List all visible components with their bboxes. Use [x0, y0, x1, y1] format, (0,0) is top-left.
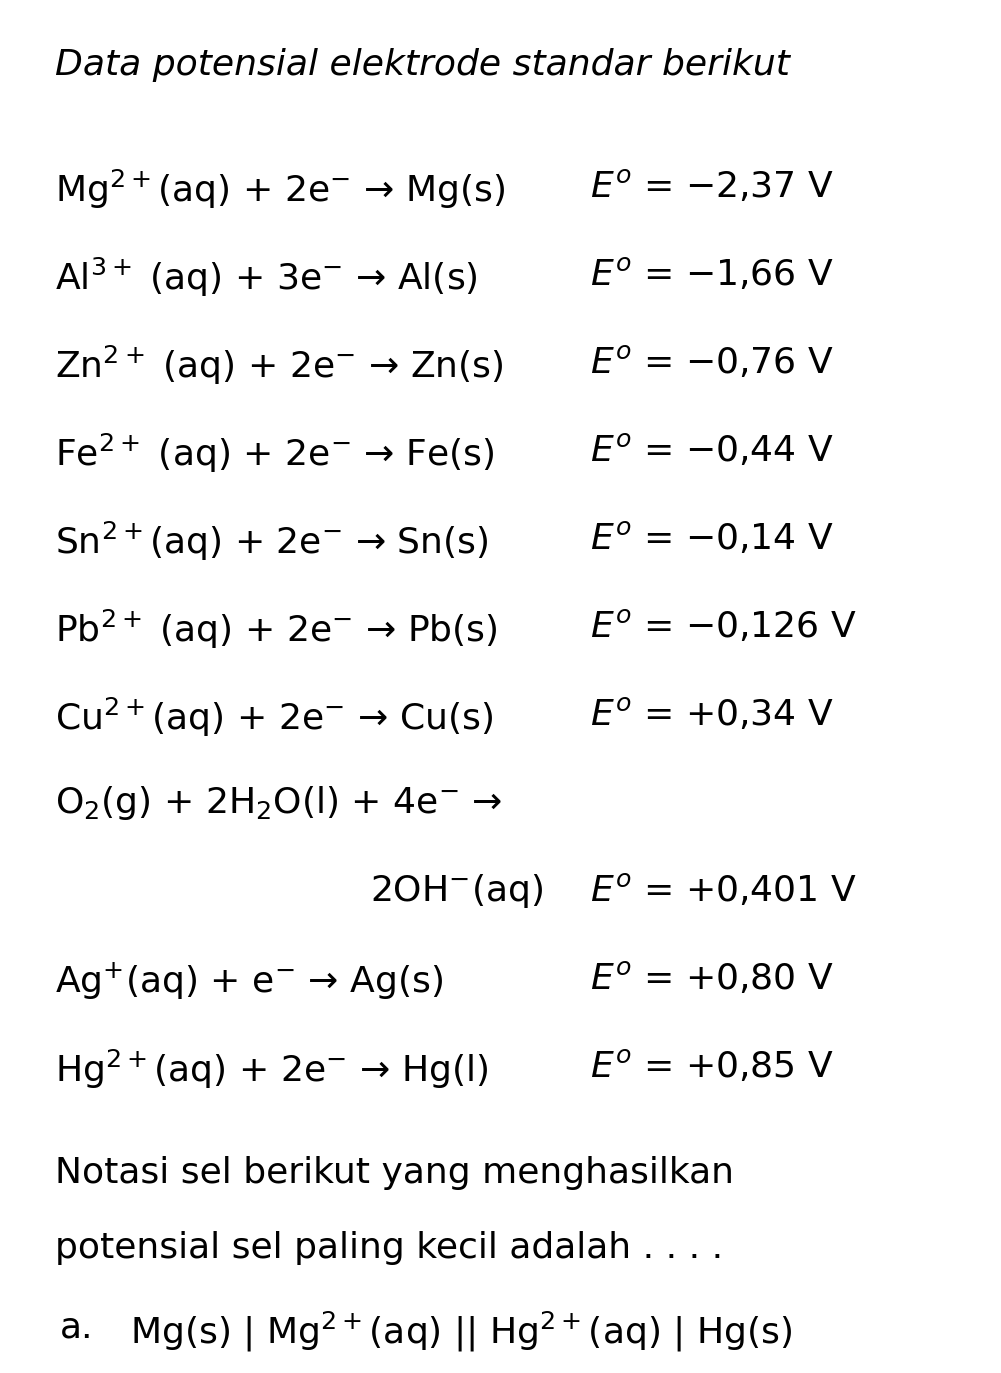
Text: Cu$^{2+}$(aq) + 2e$^{-}$ → Cu(s): Cu$^{2+}$(aq) + 2e$^{-}$ → Cu(s): [55, 696, 493, 739]
Text: Hg$^{2+}$(aq) + 2e$^{-}$ → Hg(l): Hg$^{2+}$(aq) + 2e$^{-}$ → Hg(l): [55, 1048, 488, 1092]
Text: Pb$^{2+}$ (aq) + 2e$^{-}$ → Pb(s): Pb$^{2+}$ (aq) + 2e$^{-}$ → Pb(s): [55, 608, 497, 651]
Text: Mg(s) | Mg$^{2+}$(aq) || Hg$^{2+}$(aq) | Hg(s): Mg(s) | Mg$^{2+}$(aq) || Hg$^{2+}$(aq) |…: [130, 1310, 792, 1354]
Text: $E^{o}$ = −0,44 V: $E^{o}$ = −0,44 V: [590, 432, 834, 468]
Text: $E^{o}$ = −1,66 V: $E^{o}$ = −1,66 V: [590, 255, 834, 292]
Text: Mg$^{2+}$(aq) + 2e$^{-}$ → Mg(s): Mg$^{2+}$(aq) + 2e$^{-}$ → Mg(s): [55, 168, 505, 211]
Text: $E^{o}$ = −2,37 V: $E^{o}$ = −2,37 V: [590, 168, 834, 205]
Text: $E^{o}$ = −0,14 V: $E^{o}$ = −0,14 V: [590, 520, 834, 556]
Text: $E^{o}$ = −0,126 V: $E^{o}$ = −0,126 V: [590, 608, 857, 644]
Text: Fe$^{2+}$ (aq) + 2e$^{-}$ → Fe(s): Fe$^{2+}$ (aq) + 2e$^{-}$ → Fe(s): [55, 432, 494, 475]
Text: Ag$^{+}$(aq) + e$^{-}$ → Ag(s): Ag$^{+}$(aq) + e$^{-}$ → Ag(s): [55, 960, 443, 1001]
Text: a.: a.: [60, 1310, 93, 1344]
Text: Notasi sel berikut yang menghasilkan: Notasi sel berikut yang menghasilkan: [55, 1156, 734, 1190]
Text: $E^{o}$ = −0,76 V: $E^{o}$ = −0,76 V: [590, 345, 834, 380]
Text: Al$^{3+}$ (aq) + 3e$^{-}$ → Al(s): Al$^{3+}$ (aq) + 3e$^{-}$ → Al(s): [55, 255, 477, 299]
Text: potensial sel paling kecil adalah . . . .: potensial sel paling kecil adalah . . . …: [55, 1230, 723, 1265]
Text: $E^{o}$ = +0,34 V: $E^{o}$ = +0,34 V: [590, 696, 834, 732]
Text: Zn$^{2+}$ (aq) + 2e$^{-}$ → Zn(s): Zn$^{2+}$ (aq) + 2e$^{-}$ → Zn(s): [55, 345, 504, 387]
Text: O$_{2}$(g) + 2H$_{2}$O(l) + 4e$^{-}$ →: O$_{2}$(g) + 2H$_{2}$O(l) + 4e$^{-}$ →: [55, 784, 503, 822]
Text: Sn$^{2+}$(aq) + 2e$^{-}$ → Sn(s): Sn$^{2+}$(aq) + 2e$^{-}$ → Sn(s): [55, 520, 488, 563]
Text: Data potensial elektrode standar berikut: Data potensial elektrode standar berikut: [55, 48, 790, 82]
Text: $E^{o}$ = +0,85 V: $E^{o}$ = +0,85 V: [590, 1048, 834, 1085]
Text: 2OH$^{-}$(aq): 2OH$^{-}$(aq): [370, 872, 544, 910]
Text: $E^{o}$ = +0,401 V: $E^{o}$ = +0,401 V: [590, 872, 857, 908]
Text: $E^{o}$ = +0,80 V: $E^{o}$ = +0,80 V: [590, 960, 834, 995]
